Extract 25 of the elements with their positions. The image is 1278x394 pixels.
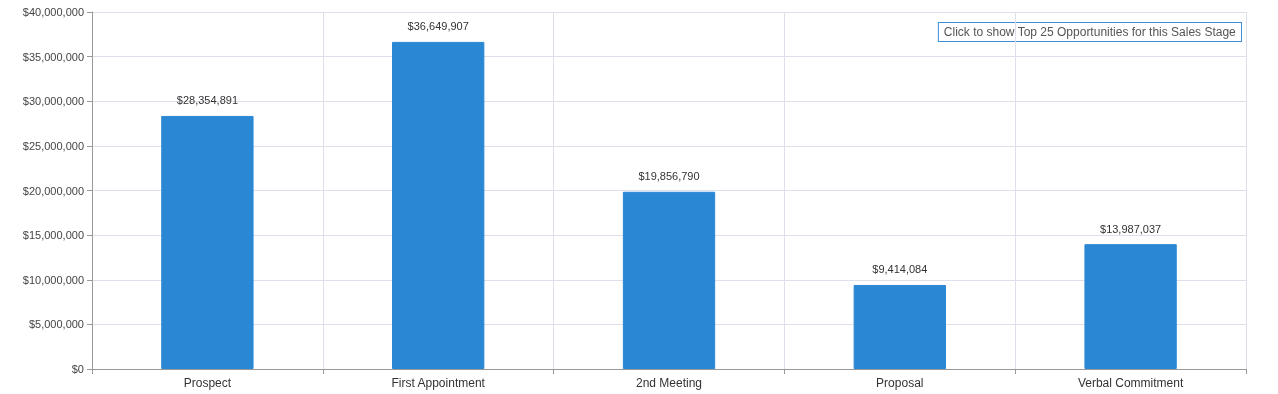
x-tick-label: Verbal Commitment [1077, 376, 1184, 390]
y-tick-label: $35,000,000 [22, 50, 84, 63]
bar [1084, 244, 1177, 369]
data-label: $9,414,084 [872, 263, 928, 276]
annotation: Click to show Top 25 Opportunities for this Sales Stage [943, 25, 1237, 39]
bar [853, 284, 946, 369]
y-tick-label: $30,000,000 [22, 95, 84, 108]
y-tick-label: $15,000,000 [22, 229, 84, 242]
bar [392, 41, 485, 369]
y-tick-label: $10,000,000 [22, 273, 84, 286]
y-tick-label: $0 [71, 363, 84, 375]
y-tick-label: $5,000,000 [28, 318, 84, 331]
data-label: $13,987,037 [1100, 222, 1162, 235]
bar [622, 191, 716, 369]
y-tick-label: $25,000,000 [22, 139, 84, 152]
x-tick-label: 2nd Meeting [635, 376, 703, 390]
data-label: $36,649,907 [407, 20, 469, 33]
y-tick-label: $20,000,000 [22, 184, 84, 197]
bar [161, 115, 254, 369]
data-label: $28,354,891 [176, 94, 238, 107]
x-tick-label: Proposal [876, 376, 924, 390]
y-tick-label: $40,000,000 [22, 6, 84, 18]
x-tick-label: First Appointment [391, 376, 486, 390]
data-label: $19,856,790 [638, 170, 700, 183]
x-tick-label: Prospect [183, 376, 232, 390]
